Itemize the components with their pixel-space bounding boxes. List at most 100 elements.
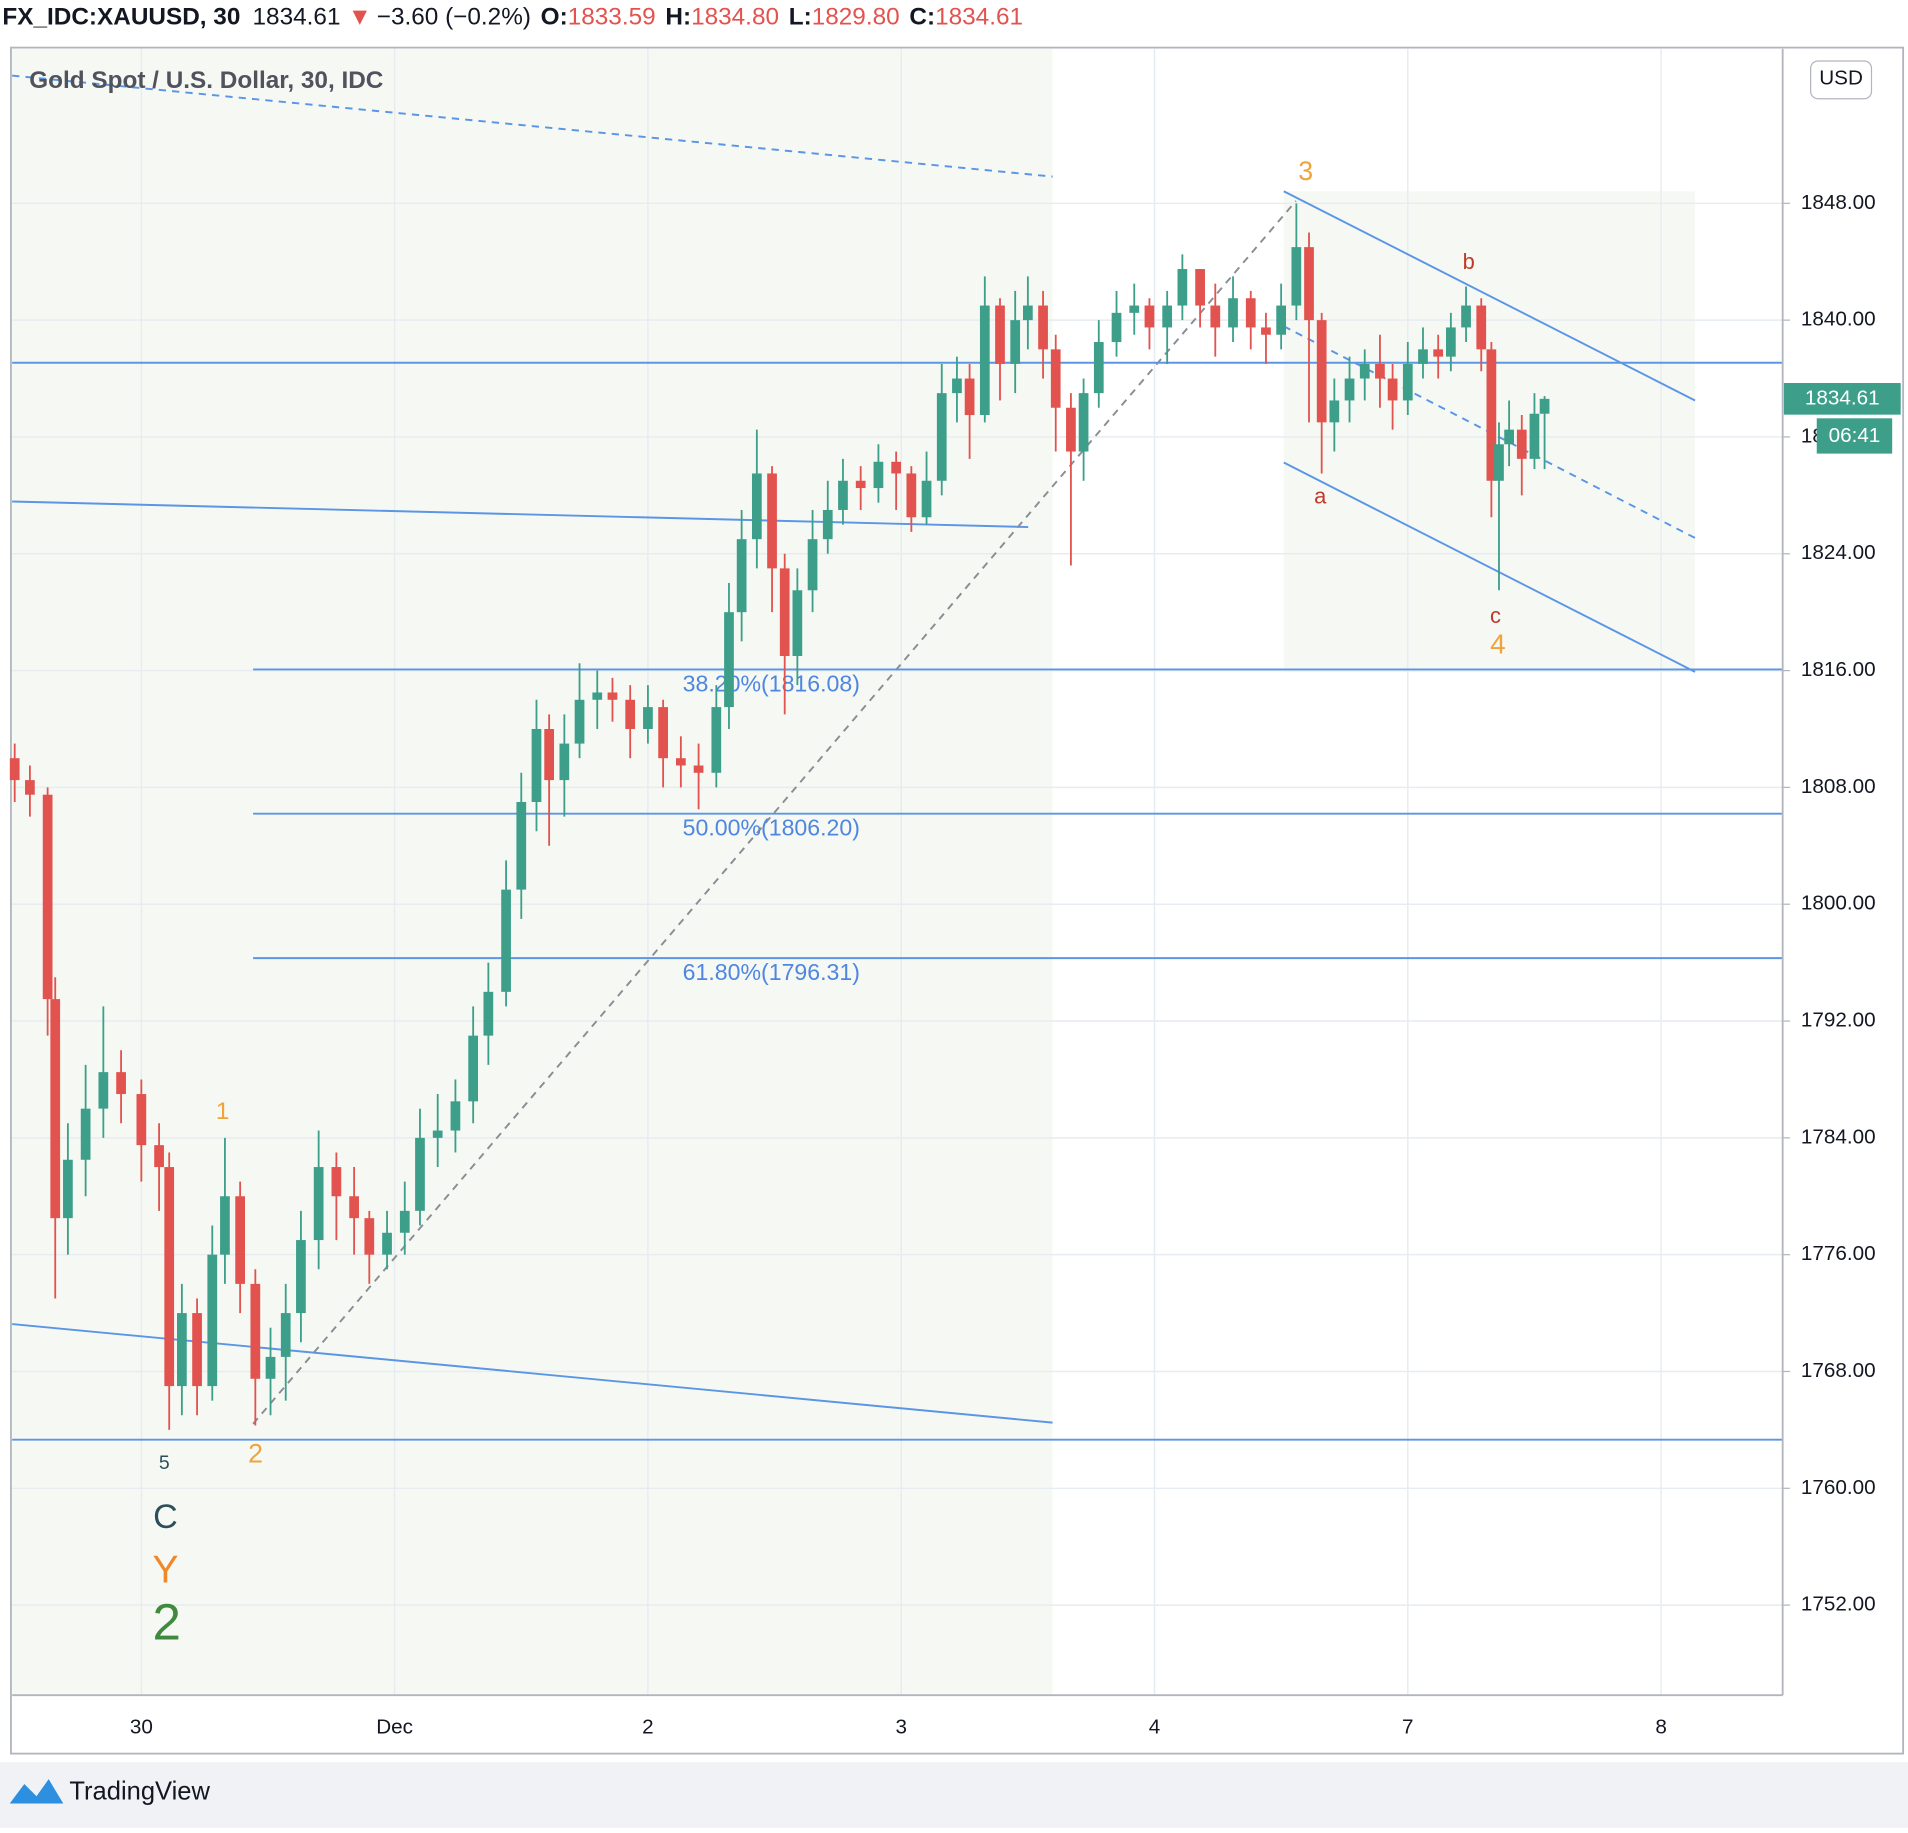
candle-body <box>207 1254 218 1387</box>
candle-body <box>399 1210 410 1233</box>
close-label: C: <box>909 4 935 31</box>
candle-body <box>483 991 494 1036</box>
axes: 30 Dec 2 3 4 7 8 1752.00 1760.00 1768.00 1776.00 17… <box>130 191 1876 1739</box>
highlight-zone <box>12 48 1053 1696</box>
candle-body <box>1129 305 1140 313</box>
y-tick-label: 1776.00 <box>1801 1242 1876 1265</box>
candle-body <box>164 1167 175 1387</box>
candle-body <box>1316 320 1327 423</box>
candle-body <box>544 728 555 781</box>
y-tick-label: 1848.00 <box>1801 191 1876 214</box>
wave-label: 1 <box>216 1098 230 1125</box>
last-price-tag <box>1783 383 1901 415</box>
footer <box>0 1762 1908 1828</box>
y-tick-label: 1800.00 <box>1801 892 1876 915</box>
channel-lower <box>1283 461 1696 673</box>
high-value: 1834.80 <box>691 4 779 31</box>
countdown-tag <box>1816 418 1893 454</box>
candle-body <box>711 707 722 773</box>
candle-body <box>1210 305 1221 328</box>
candle-body <box>751 473 762 540</box>
candle-body <box>1228 298 1238 328</box>
candle-body <box>1291 247 1302 306</box>
candle-body <box>1359 363 1370 379</box>
candle-body <box>50 999 61 1219</box>
x-tick-label: 2 <box>642 1716 654 1739</box>
candle-body <box>1195 269 1205 306</box>
x-tick-label: 3 <box>895 1716 907 1739</box>
candle-body <box>1276 305 1287 335</box>
candle-body <box>250 1283 261 1379</box>
candle-body <box>382 1232 392 1255</box>
candle-body <box>1329 400 1340 423</box>
currency-button-label[interactable]: USD <box>1819 67 1863 90</box>
candle-body <box>625 699 636 729</box>
candle-body <box>1529 413 1540 459</box>
candle-body <box>792 590 803 656</box>
candle-body <box>80 1108 91 1160</box>
candle-body <box>280 1313 291 1357</box>
candle-body <box>724 612 734 708</box>
grid <box>12 48 1783 1696</box>
candle-body <box>658 707 668 759</box>
y-tick-label: 1840.00 <box>1801 308 1876 331</box>
candle-body <box>1022 305 1033 321</box>
y-tick-label: 1752.00 <box>1801 1593 1876 1616</box>
candle-body <box>415 1137 425 1211</box>
y-tick-label: 1792.00 <box>1801 1009 1876 1032</box>
candle-body <box>1461 305 1471 328</box>
candle-body <box>607 692 618 700</box>
y-tick-label: 1760.00 <box>1801 1476 1876 1499</box>
candle-body <box>1539 398 1550 414</box>
candle-body <box>1486 349 1497 481</box>
change: −3.60 (−0.2%) <box>377 4 531 31</box>
candle-body <box>891 461 902 474</box>
candle-body <box>1093 342 1104 394</box>
countdown-label: 06:41 <box>1829 424 1881 447</box>
symbol: FX_IDC:XAUUSD, 30 <box>2 4 240 31</box>
price-tags: 1834.61 06:41 <box>1783 383 1901 454</box>
candle-body <box>838 480 848 510</box>
candle-body <box>432 1130 443 1138</box>
candle-body <box>136 1094 147 1146</box>
candle-body <box>1433 349 1444 357</box>
candle-body <box>952 378 962 394</box>
candle-body <box>1038 305 1048 350</box>
candle-body <box>364 1218 375 1255</box>
candle-body <box>921 480 932 518</box>
candle-body <box>1144 305 1155 328</box>
candle-body <box>1445 327 1456 357</box>
candle-body <box>63 1159 73 1219</box>
trend-line <box>12 500 1029 529</box>
header-legend: FX_IDC:XAUUSD, 30 1834.61 ▼ −3.60 (−0.2%) O:… <box>2 4 1023 31</box>
wave-label: c <box>1490 603 1501 628</box>
candle-body <box>1402 363 1413 401</box>
candle-body <box>1111 312 1122 343</box>
currency-button-box[interactable] <box>1810 60 1873 100</box>
fib-trend-line <box>252 200 1297 1425</box>
high-label: H: <box>665 4 691 31</box>
candle-body <box>979 305 990 416</box>
candle-body <box>1418 349 1428 364</box>
candle-body <box>855 480 866 489</box>
low-value: 1829.80 <box>812 4 900 31</box>
x-tick-label: 4 <box>1149 1716 1161 1739</box>
candle-body <box>1304 247 1314 321</box>
currency-button[interactable]: USD <box>1810 60 1873 100</box>
candle-body <box>25 780 35 795</box>
candle-body <box>468 1035 479 1102</box>
candle-body <box>1375 363 1385 379</box>
candle-body <box>220 1196 230 1255</box>
candle-body <box>736 539 747 613</box>
candle-body <box>516 802 527 890</box>
candle-body <box>265 1356 276 1379</box>
candle-body <box>98 1072 109 1109</box>
candle-body <box>643 707 653 729</box>
open-label: O: <box>541 4 568 31</box>
candle-body <box>1261 327 1271 335</box>
candle-body <box>906 473 917 518</box>
candle-body <box>1245 298 1256 328</box>
wave-label: 4 <box>1490 629 1506 660</box>
brand-name: TradingView <box>69 1777 210 1805</box>
fib-label: 50.00%(1806.20) <box>683 815 860 841</box>
